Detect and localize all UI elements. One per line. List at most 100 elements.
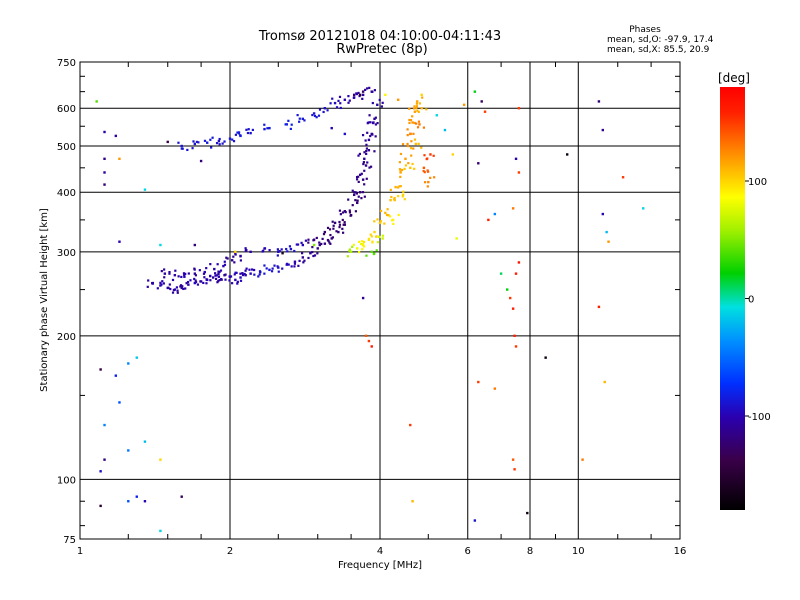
echo-point [173,273,177,277]
echo-point [205,278,208,281]
echo-point [357,195,360,198]
echo-point [307,256,310,260]
echo-point [180,275,183,279]
echo-point [581,458,584,461]
echo-point [251,128,254,132]
echo-point [362,240,366,244]
echo-point [365,143,368,146]
echo-point [249,131,252,135]
echo-point [301,256,305,259]
echo-point [243,272,246,276]
echo-point [351,245,354,248]
echo-point [234,133,237,136]
echo-point [368,114,371,117]
echo-point [161,280,164,283]
echo-point [163,272,167,275]
echo-point [396,98,400,101]
echo-point [168,283,171,286]
echo-point [410,140,413,143]
echo-point [383,222,386,225]
echo-point [217,275,221,278]
echo-point [307,238,310,241]
echo-point [258,273,261,276]
echo-point [426,157,429,160]
stats-x-mode: mean, sd,X: 85.5, 20.9 [607,45,710,55]
echo-point [376,241,380,244]
echo-point [293,265,296,268]
echo-point [343,132,347,136]
echo-point [276,248,279,251]
echo-point [234,271,237,274]
echo-point [224,278,227,281]
echo-point [218,278,221,282]
echo-point [339,106,342,110]
echo-point [194,274,197,277]
echo-point [603,380,606,384]
echo-point [366,161,369,164]
echo-point [193,243,197,247]
echo-point [398,168,402,171]
y-tick-label: 200 [57,332,76,343]
echo-point [268,249,271,252]
echo-point [313,254,317,257]
echo-point [335,230,338,233]
echo-point [429,153,432,156]
echo-point [300,241,303,244]
echo-point [355,201,359,205]
echo-point [159,529,162,533]
echo-point [361,248,364,251]
echo-point [361,90,365,93]
echo-point [487,218,490,222]
echo-point [361,191,365,194]
echo-point [369,134,372,138]
echo-point [271,267,274,270]
echo-point [352,96,355,99]
echo-point [404,157,407,161]
echo-point [95,100,98,103]
echo-point [381,101,384,104]
echo-point [347,95,350,98]
echo-point [511,458,515,461]
echo-point [301,117,305,121]
echo-point [348,211,352,214]
echo-point [118,240,121,243]
echo-point [159,458,162,461]
echo-point [401,143,405,146]
echo-point [214,274,217,277]
echo-point [263,247,266,250]
echo-point [147,279,150,282]
echo-point [398,185,401,188]
echo-point [354,210,358,213]
echo-point [297,264,300,267]
echo-point [364,139,367,142]
echo-point [99,368,102,371]
echo-point [415,105,419,108]
echo-point [244,269,247,272]
echo-point [309,251,312,254]
echo-point [298,120,301,123]
echo-point [315,236,318,240]
echo-point [621,176,625,179]
echo-point [326,226,330,230]
echo-point [210,146,213,149]
echo-point [118,157,121,161]
echo-point [357,154,360,157]
echo-point [406,142,409,146]
echo-point [277,270,280,273]
echo-point [218,137,221,141]
echo-point [143,500,147,503]
echo-point [369,233,372,236]
echo-point [392,222,395,226]
echo-point [323,230,327,234]
echo-point [365,177,368,180]
echo-point [425,108,428,111]
echo-point [355,175,359,179]
echo-point [370,133,374,136]
echo-point [379,220,383,223]
echo-point [365,152,368,155]
echo-point [348,99,351,102]
echo-point [364,164,368,167]
echo-point [338,225,341,229]
echo-point [286,262,289,265]
echo-point [416,126,420,129]
